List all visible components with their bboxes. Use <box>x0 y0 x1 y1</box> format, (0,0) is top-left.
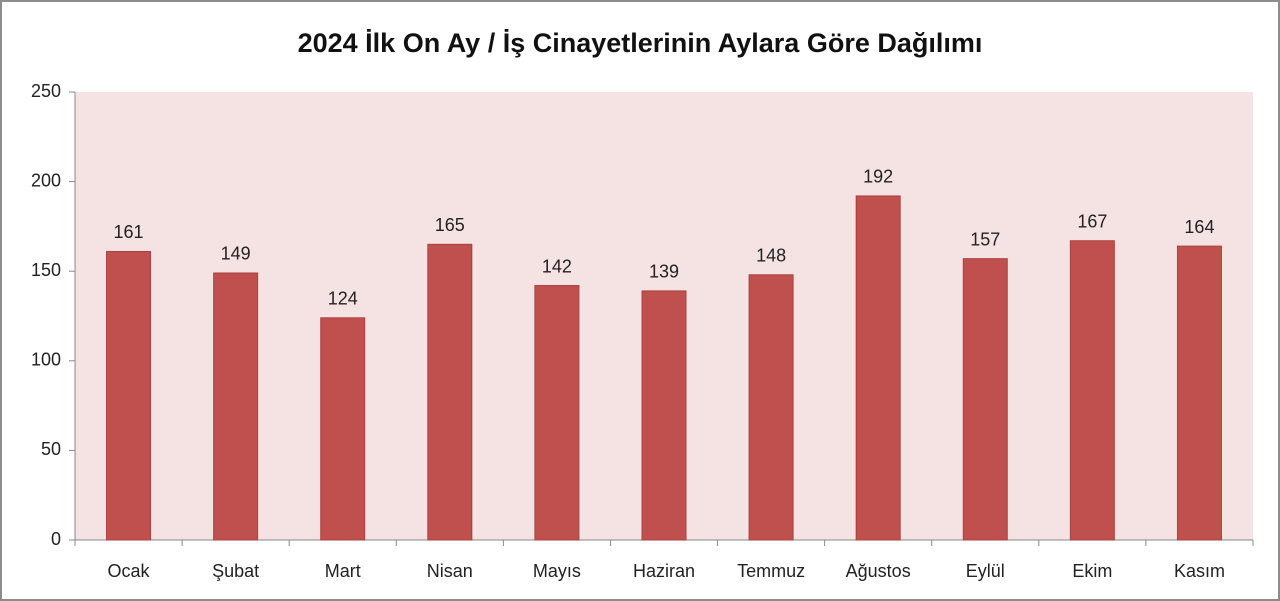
data-label: 161 <box>114 222 144 242</box>
bar <box>1176 245 1222 541</box>
bar <box>213 272 259 541</box>
data-label: 157 <box>970 229 1000 249</box>
x-tick-label: Temmuz <box>737 561 805 581</box>
y-tick-label: 50 <box>41 439 61 459</box>
bar <box>106 250 152 541</box>
chart-title: 2024 İlk On Ay / İş Cinayetlerinin Aylar… <box>298 28 983 58</box>
x-tick-label: Mart <box>325 561 361 581</box>
y-tick-label: 250 <box>31 81 61 101</box>
x-tick-label: Nisan <box>427 561 473 581</box>
x-tick-label: Mayıs <box>533 561 581 581</box>
bar <box>641 290 687 541</box>
bar <box>962 258 1008 541</box>
x-tick-label: Kasım <box>1174 561 1225 581</box>
bar <box>427 243 473 541</box>
data-label: 164 <box>1184 217 1214 237</box>
y-tick-label: 150 <box>31 260 61 280</box>
y-tick-label: 200 <box>31 170 61 190</box>
x-tick-label: Haziran <box>633 561 695 581</box>
x-tick-label: Ağustos <box>846 561 911 581</box>
data-label: 124 <box>328 289 358 309</box>
data-label: 148 <box>756 246 786 266</box>
bar <box>748 274 794 541</box>
bar <box>320 317 366 541</box>
y-tick-label: 100 <box>31 350 61 370</box>
bar <box>534 285 580 541</box>
x-tick-label: Ekim <box>1072 561 1112 581</box>
data-label: 142 <box>542 256 572 276</box>
data-label: 165 <box>435 215 465 235</box>
data-label: 167 <box>1077 211 1107 231</box>
x-tick-label: Ocak <box>108 561 151 581</box>
data-label: 192 <box>863 167 893 187</box>
data-label: 139 <box>649 262 679 282</box>
data-label: 149 <box>221 244 251 264</box>
bar <box>855 195 901 541</box>
x-tick-label: Şubat <box>212 561 259 581</box>
bar <box>1069 240 1115 541</box>
y-tick-label: 0 <box>51 529 61 549</box>
x-tick-label: Eylül <box>966 561 1005 581</box>
